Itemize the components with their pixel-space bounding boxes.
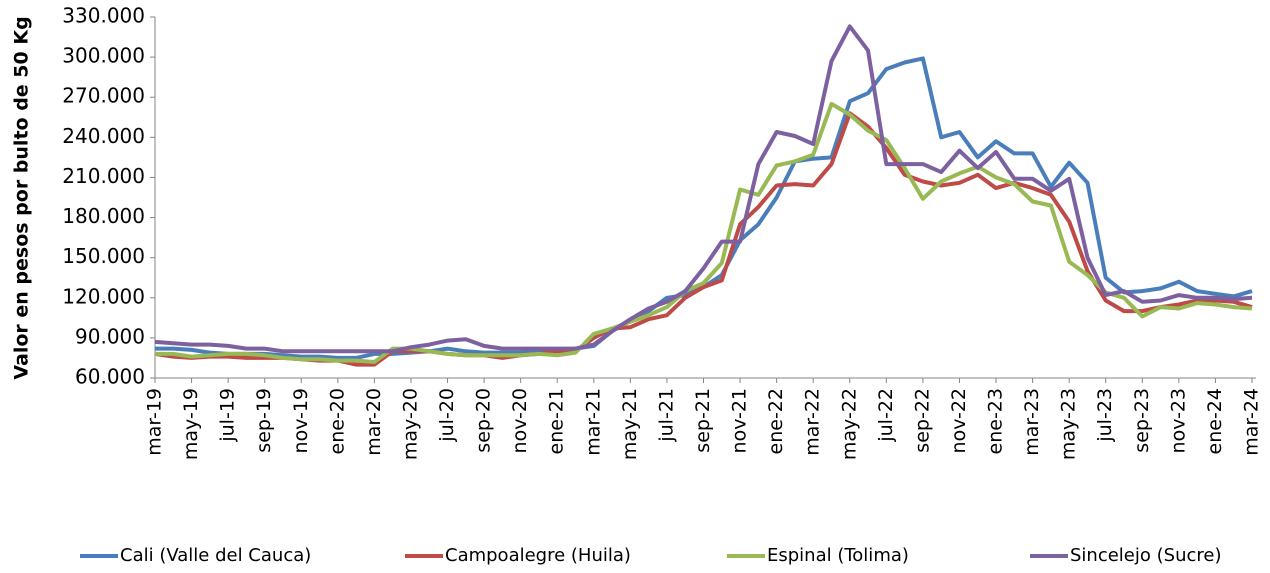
x-tick-label: jul-19 (217, 388, 239, 443)
x-tick-label: nov-23 (1167, 388, 1189, 453)
legend-label: Cali (Valle del Cauca) (120, 545, 311, 566)
x-tick-label: sep-23 (1131, 388, 1153, 453)
y-axis-label: Valor en pesos por bulto de 50 Kg (11, 16, 33, 379)
x-tick-label: sep-22 (911, 388, 933, 453)
x-tick-label: ene-24 (1204, 388, 1226, 454)
x-tick-label: mar-23 (1021, 388, 1043, 456)
x-tick-label: ene-20 (326, 388, 348, 454)
legend-label: Sincelejo (Sucre) (1070, 545, 1221, 566)
y-tick-label: 240.000 (62, 124, 145, 148)
x-tick-label: nov-22 (948, 388, 970, 453)
x-tick-label: sep-19 (253, 388, 275, 453)
x-tick-label: jul-20 (436, 388, 458, 443)
x-tick-label: mar-22 (802, 388, 824, 456)
series-line (155, 101, 1253, 364)
x-tick-label: ene-23 (985, 388, 1007, 454)
x-tick-label: jul-23 (1094, 388, 1116, 443)
y-tick-label: 210.000 (62, 164, 145, 188)
x-tick-label: sep-21 (692, 388, 714, 453)
x-tick-label: mar-19 (144, 388, 166, 456)
legend-label: Campoalegre (Huila) (445, 545, 631, 566)
x-tick-label: jul-22 (875, 388, 897, 443)
y-tick-label: 90.000 (75, 324, 145, 348)
y-tick-label: 330.000 (62, 4, 145, 28)
y-tick-label: 180.000 (62, 204, 145, 228)
y-tick-label: 300.000 (62, 44, 145, 68)
x-tick-label: mar-21 (582, 388, 604, 456)
y-tick-label: 270.000 (62, 84, 145, 108)
x-tick-label: jul-21 (655, 388, 677, 443)
x-tick-label: ene-21 (546, 388, 568, 454)
x-tick-label: nov-21 (729, 388, 751, 453)
y-tick-label: 150.000 (62, 244, 145, 268)
x-tick-label: mar-20 (363, 388, 385, 456)
series-line (154, 24, 1253, 354)
x-tick-label: may-20 (399, 388, 421, 460)
x-tick-label: may-22 (838, 388, 860, 460)
x-tick-label: may-23 (1058, 388, 1080, 460)
series-line (154, 111, 1253, 367)
x-tick-label: nov-20 (509, 388, 531, 453)
series-line (155, 56, 1253, 360)
x-tick-label: may-19 (180, 388, 202, 460)
y-tick-label: 60.000 (75, 365, 145, 389)
x-tick-label: nov-19 (290, 388, 312, 453)
x-tick-label: ene-22 (765, 388, 787, 454)
y-tick-label: 120.000 (62, 284, 145, 308)
x-tick-label: sep-20 (473, 388, 495, 453)
x-tick-label: may-21 (619, 388, 641, 460)
legend-label: Espinal (Tolima) (767, 545, 909, 566)
x-tick-label: mar-24 (1241, 388, 1263, 456)
